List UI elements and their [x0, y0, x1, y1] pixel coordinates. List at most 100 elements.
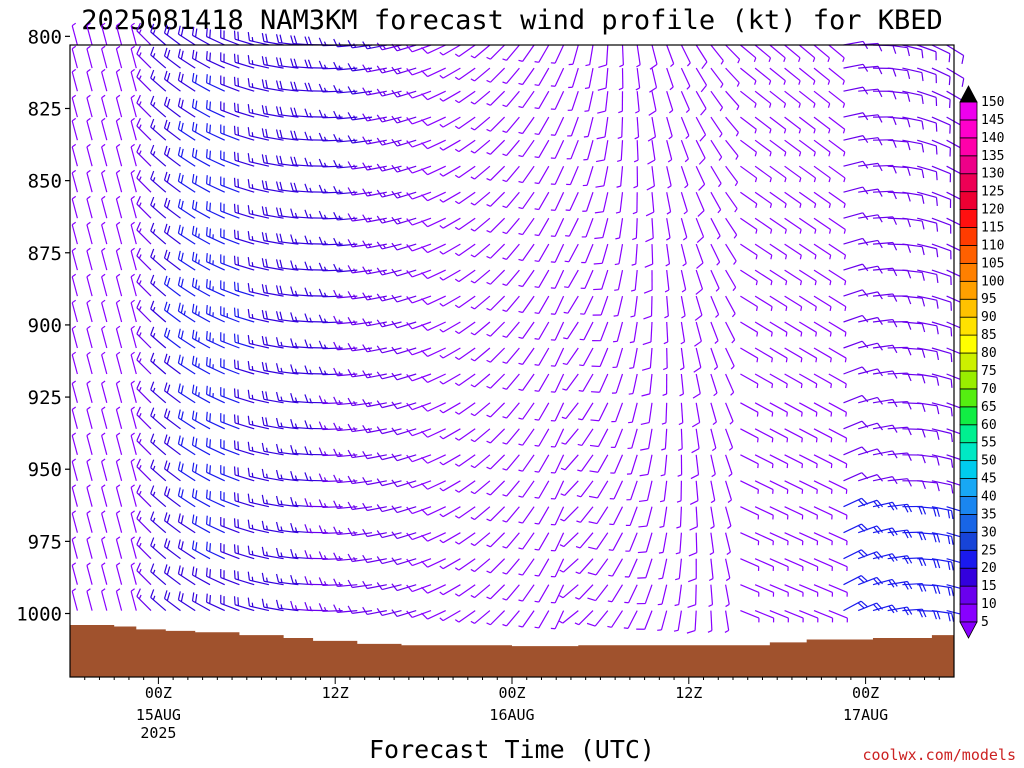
wind-barb	[678, 428, 683, 451]
wind-barb	[191, 303, 211, 323]
colorbar-swatch	[959, 298, 978, 318]
wind-barb	[333, 604, 358, 613]
wind-barb	[71, 22, 78, 46]
wind-barb	[798, 90, 816, 108]
wind-barb	[917, 165, 938, 181]
wind-barb	[454, 217, 476, 231]
wind-barb	[574, 610, 594, 626]
wind-barb	[220, 52, 240, 69]
wind-barb	[71, 169, 78, 193]
wind-barb	[858, 474, 884, 482]
wind-barb	[858, 396, 883, 405]
wind-barb	[931, 506, 954, 520]
wind-barb	[220, 387, 240, 404]
wind-barb	[725, 295, 736, 318]
wind-barb	[561, 402, 579, 420]
colorbar-label: 75	[981, 364, 997, 379]
wind-barb	[917, 269, 939, 284]
wind-barb	[101, 432, 108, 455]
wind-barb	[518, 402, 535, 420]
wind-barb	[740, 217, 758, 234]
wind-barb	[828, 454, 848, 469]
wind-barb	[439, 44, 461, 56]
wind-barb	[191, 173, 211, 193]
wind-barb	[754, 558, 775, 571]
wind-barb	[421, 90, 446, 101]
wind-barb	[675, 558, 682, 581]
wind-barb	[220, 124, 240, 141]
wind-barb	[626, 480, 638, 501]
wind-barb	[828, 139, 846, 157]
wind-barb	[454, 480, 476, 493]
wind-barb	[769, 610, 789, 623]
wind-barb	[931, 116, 951, 134]
wind-barb	[191, 147, 211, 167]
wind-barb	[376, 215, 402, 224]
wind-barb	[917, 90, 938, 107]
wind-barb	[454, 269, 476, 283]
x-tick-label: 00Z	[498, 684, 525, 702]
wind-barb	[205, 356, 225, 375]
wind-barb	[163, 171, 181, 193]
wind-barb	[439, 165, 461, 177]
wind-barb	[275, 106, 299, 118]
wind-barb	[439, 243, 461, 255]
wind-barb	[454, 321, 476, 334]
wind-barb	[754, 90, 772, 108]
wind-barb	[136, 196, 152, 219]
wind-barb	[177, 354, 196, 375]
wind-barb	[784, 532, 804, 546]
wind-barb	[261, 154, 284, 167]
wind-barb	[534, 44, 550, 63]
wind-barb	[769, 428, 789, 443]
wind-barb	[454, 558, 476, 571]
wind-barb	[86, 588, 93, 611]
wind-barb	[205, 149, 225, 167]
wind-barb	[101, 351, 108, 375]
wind-barb	[318, 262, 343, 272]
colorbar-label: 60	[981, 418, 997, 433]
colorbar-label: 110	[981, 238, 1004, 253]
wind-barb	[275, 181, 299, 193]
wind-barb	[163, 512, 181, 534]
wind-barb	[233, 596, 255, 612]
wind-barb	[843, 212, 869, 221]
wind-barb	[362, 554, 387, 564]
wind-barb	[205, 593, 225, 612]
wind-barb	[391, 453, 417, 462]
wind-barb	[693, 347, 702, 373]
wind-barb	[828, 67, 845, 85]
wind-barb	[439, 402, 461, 414]
wind-barb	[624, 584, 638, 604]
wind-barb	[101, 510, 108, 533]
wind-barb	[666, 67, 674, 91]
wind-barb	[205, 541, 225, 560]
wind-barb	[591, 373, 609, 393]
wind-barb	[630, 296, 638, 318]
wind-barb	[550, 373, 565, 393]
wind-barb	[534, 90, 550, 110]
wind-barb	[421, 139, 446, 150]
wind-barb	[664, 270, 670, 293]
wind-barb	[376, 163, 402, 172]
wind-barb	[534, 454, 550, 473]
wind-barb	[220, 542, 240, 560]
wind-barb	[205, 175, 225, 193]
wind-barb	[725, 480, 733, 504]
wind-barb	[163, 353, 181, 375]
wind-barb	[502, 347, 520, 364]
wind-barb	[191, 436, 211, 456]
wind-barb	[813, 295, 832, 311]
wind-barb	[376, 241, 402, 250]
wind-barb	[130, 562, 137, 585]
x-tick-label: 2025	[140, 724, 176, 742]
wind-barb	[579, 347, 594, 367]
wind-barb	[163, 275, 181, 297]
wind-barb	[391, 427, 417, 436]
wind-barb	[247, 519, 270, 534]
wind-barb	[421, 321, 446, 331]
wind-barb	[578, 402, 594, 421]
wind-barb	[163, 434, 181, 456]
wind-barb	[740, 532, 760, 546]
wind-barb	[754, 373, 774, 389]
